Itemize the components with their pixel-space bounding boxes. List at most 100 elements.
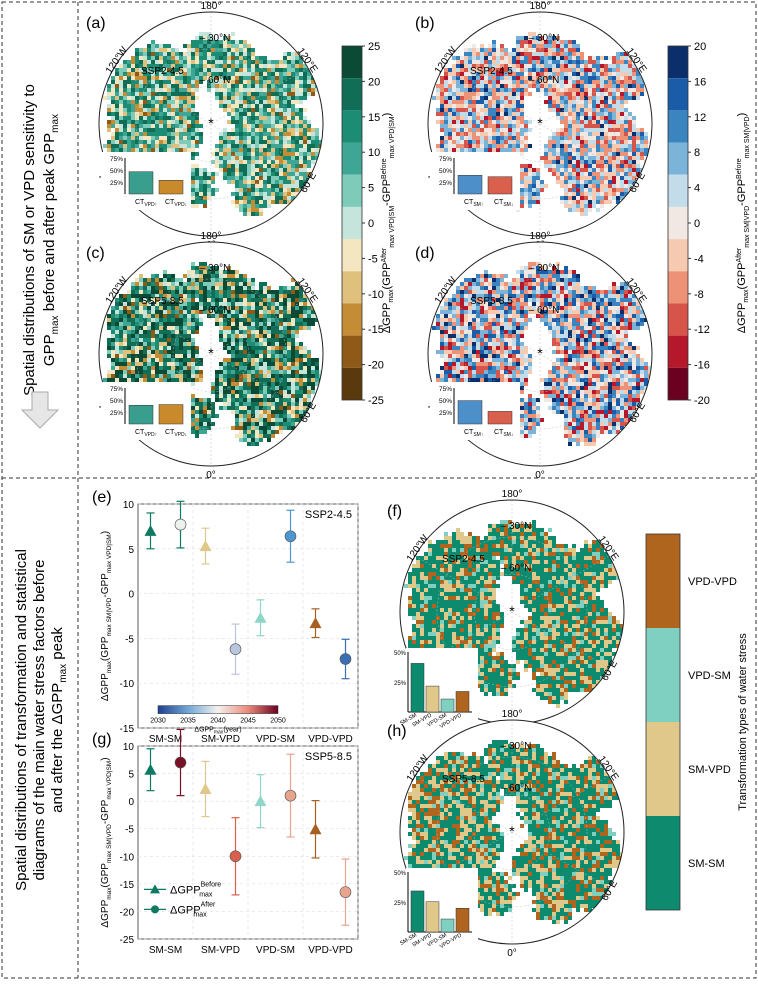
map-cell bbox=[584, 128, 588, 132]
map-cell bbox=[604, 200, 608, 204]
map-cell bbox=[251, 318, 255, 322]
map-cell bbox=[612, 156, 616, 160]
map-cell bbox=[243, 298, 247, 302]
map-cell bbox=[279, 200, 283, 204]
map-cell bbox=[243, 172, 247, 176]
map-cell bbox=[472, 144, 476, 148]
map-cell bbox=[460, 140, 464, 144]
map-cell bbox=[524, 36, 528, 40]
map-cell bbox=[315, 132, 319, 136]
map-cell bbox=[592, 64, 596, 68]
map-cell bbox=[195, 40, 199, 44]
map-cell bbox=[167, 326, 171, 330]
map-cell bbox=[243, 152, 247, 156]
map-cell bbox=[119, 314, 123, 318]
map-cell bbox=[520, 132, 524, 136]
map-cell bbox=[480, 88, 484, 92]
map-cell bbox=[171, 136, 175, 140]
map-cell bbox=[291, 80, 295, 84]
map-cell bbox=[231, 84, 235, 88]
map-cell bbox=[251, 172, 255, 176]
map-cell bbox=[287, 386, 291, 390]
map-cell bbox=[568, 152, 572, 156]
map-cell bbox=[476, 132, 480, 136]
map-cell bbox=[488, 116, 492, 120]
map-cell bbox=[303, 160, 307, 164]
map-cell bbox=[183, 56, 187, 60]
map-cell bbox=[223, 104, 227, 108]
map-cell bbox=[191, 96, 195, 100]
map-cell bbox=[195, 354, 199, 358]
map-cell bbox=[235, 112, 239, 116]
map-cell bbox=[287, 92, 291, 96]
map-cell bbox=[283, 96, 287, 100]
map-cell bbox=[267, 148, 271, 152]
map-cell bbox=[195, 64, 199, 68]
map-cell bbox=[600, 108, 604, 112]
map-cell bbox=[243, 176, 247, 180]
map-cell bbox=[123, 298, 127, 302]
map-cell bbox=[504, 148, 508, 152]
map-cell bbox=[239, 80, 243, 84]
map-cell bbox=[271, 76, 275, 80]
map-cell bbox=[452, 80, 456, 84]
map-cell bbox=[283, 200, 287, 204]
map-cell bbox=[580, 164, 584, 168]
map-cell bbox=[295, 290, 299, 294]
map-cell bbox=[608, 76, 612, 80]
map-cell bbox=[135, 120, 139, 124]
map-cell bbox=[243, 282, 247, 286]
map-cell bbox=[628, 68, 632, 72]
map-cell bbox=[235, 342, 239, 346]
map-cell bbox=[584, 196, 588, 200]
map-cell bbox=[472, 84, 476, 88]
map-cell bbox=[155, 278, 159, 282]
map-cell bbox=[488, 128, 492, 132]
map-cell bbox=[275, 64, 279, 68]
map-cell bbox=[596, 60, 600, 64]
map-cell bbox=[235, 382, 239, 386]
map-cell bbox=[199, 168, 203, 172]
map-cell bbox=[155, 120, 159, 124]
map-cell bbox=[287, 100, 291, 104]
map-cell bbox=[448, 108, 452, 112]
map-cell bbox=[179, 362, 183, 366]
map-cell bbox=[239, 366, 243, 370]
map-cell bbox=[231, 92, 235, 96]
map-cell bbox=[600, 192, 604, 196]
map-cell bbox=[303, 378, 307, 382]
map-cell bbox=[231, 342, 235, 346]
map-cell bbox=[496, 56, 500, 60]
map-cell bbox=[488, 92, 492, 96]
map-cell bbox=[592, 160, 596, 164]
map-cell bbox=[287, 354, 291, 358]
map-cell bbox=[576, 96, 580, 100]
map-cell bbox=[259, 56, 263, 60]
map-cell bbox=[492, 120, 496, 124]
map-cell bbox=[155, 274, 159, 278]
map-cell bbox=[151, 144, 155, 148]
map-cell bbox=[235, 196, 239, 200]
map-cell bbox=[584, 176, 588, 180]
map-cell bbox=[219, 294, 223, 298]
map-cell bbox=[111, 148, 115, 152]
map-cell bbox=[476, 80, 480, 84]
map-cell bbox=[263, 282, 267, 286]
map-cell bbox=[127, 84, 131, 88]
map-cell bbox=[468, 140, 472, 144]
map-cell bbox=[552, 60, 556, 64]
map-cell bbox=[620, 128, 624, 132]
map-cell bbox=[616, 68, 620, 72]
map-cell bbox=[440, 136, 444, 140]
map-cell bbox=[560, 60, 564, 64]
map-cell bbox=[279, 286, 283, 290]
map-cell bbox=[432, 96, 436, 100]
map-cell bbox=[143, 326, 147, 330]
map-cell bbox=[544, 60, 548, 64]
map-cell bbox=[131, 124, 135, 128]
map-cell bbox=[299, 116, 303, 120]
map-cell bbox=[215, 278, 219, 282]
map-cell bbox=[139, 96, 143, 100]
map-cell bbox=[127, 144, 131, 148]
map-cell bbox=[115, 326, 119, 330]
